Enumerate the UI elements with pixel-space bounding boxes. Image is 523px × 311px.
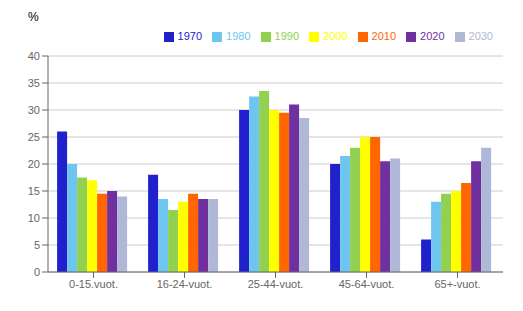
svg-text:20: 20 xyxy=(28,158,40,170)
html-text:2020: 2020 xyxy=(420,30,445,42)
svg-text:15: 15 xyxy=(28,185,40,197)
svg-text:16-24-vuot.: 16-24-vuot. xyxy=(157,278,213,290)
svg-text:35: 35 xyxy=(28,77,40,89)
svg-text:40: 40 xyxy=(28,50,40,62)
html-text:2030: 2030 xyxy=(468,30,493,42)
svg-text:65+-vuot.: 65+-vuot. xyxy=(434,278,480,290)
html-text:1990: 1990 xyxy=(274,30,300,42)
html-text:1970: 1970 xyxy=(177,30,203,42)
svg-text:5: 5 xyxy=(34,239,40,251)
html-text:2000: 2000 xyxy=(323,30,348,42)
html-text:2010: 2010 xyxy=(371,30,396,42)
svg-text:45-64-vuot.: 45-64-vuot. xyxy=(339,278,395,290)
svg-text:25-44-vuot.: 25-44-vuot. xyxy=(248,278,304,290)
svg-text:25: 25 xyxy=(28,131,40,143)
svg-text:0: 0 xyxy=(34,266,40,278)
svg-text:30: 30 xyxy=(28,104,40,116)
svg-text:10: 10 xyxy=(28,212,40,224)
html-text:1980: 1980 xyxy=(226,30,251,42)
svg-text:0-15.vuot.: 0-15.vuot. xyxy=(69,278,118,290)
